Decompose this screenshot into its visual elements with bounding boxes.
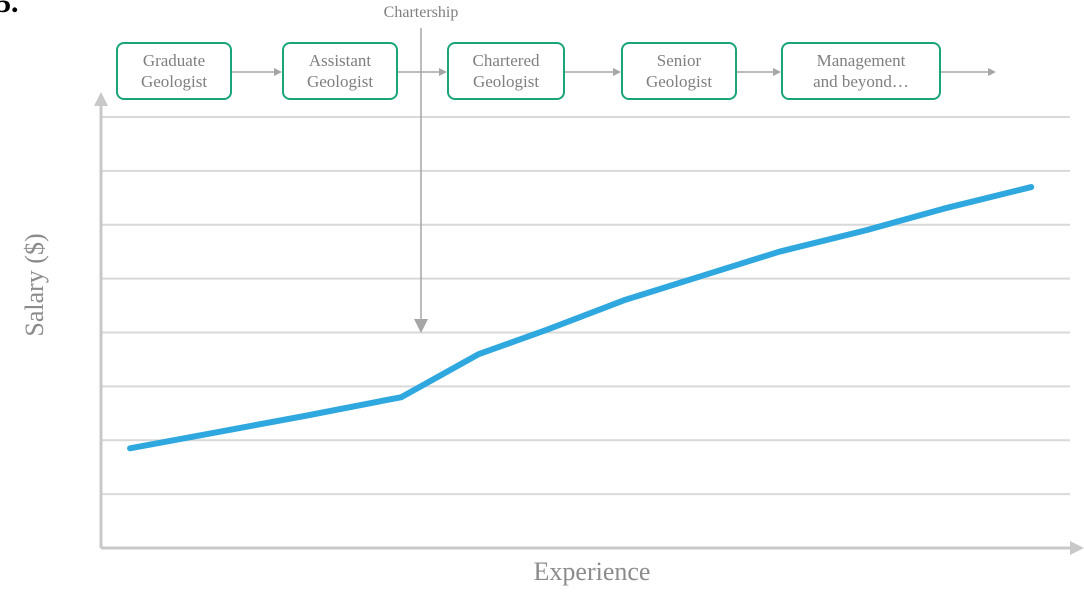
stage-management: Management and beyond… xyxy=(781,42,941,100)
flow-arrowhead-1 xyxy=(439,68,447,76)
stage-senior-geologist: Senior Geologist xyxy=(621,42,737,100)
flow-arrowhead-0 xyxy=(274,68,282,76)
grid-lines xyxy=(101,116,1070,496)
flow-arrowhead-2 xyxy=(613,68,621,76)
y-axis-label: Salary ($) xyxy=(20,233,49,337)
axes xyxy=(94,92,1084,555)
y-axis-arrowhead xyxy=(94,92,108,106)
flow-arrowhead-4 xyxy=(988,68,996,76)
series-line-0 xyxy=(127,184,1035,452)
partial-heading: 5. xyxy=(0,0,19,19)
chartership-label: Chartership xyxy=(383,4,459,21)
series-layer xyxy=(127,184,1035,452)
stage-graduate-geologist: Graduate Geologist xyxy=(116,42,232,100)
stage-chartered-geologist: Chartered Geologist xyxy=(447,42,565,100)
x-axis-arrowhead xyxy=(1070,541,1084,555)
chartership-pointer-arrowhead xyxy=(414,319,428,333)
x-axis-label: Experience xyxy=(533,557,651,586)
stage-arrows xyxy=(232,28,996,333)
flow-arrowhead-3 xyxy=(773,68,781,76)
stage-assistant-geologist: Assistant Geologist xyxy=(282,42,398,100)
